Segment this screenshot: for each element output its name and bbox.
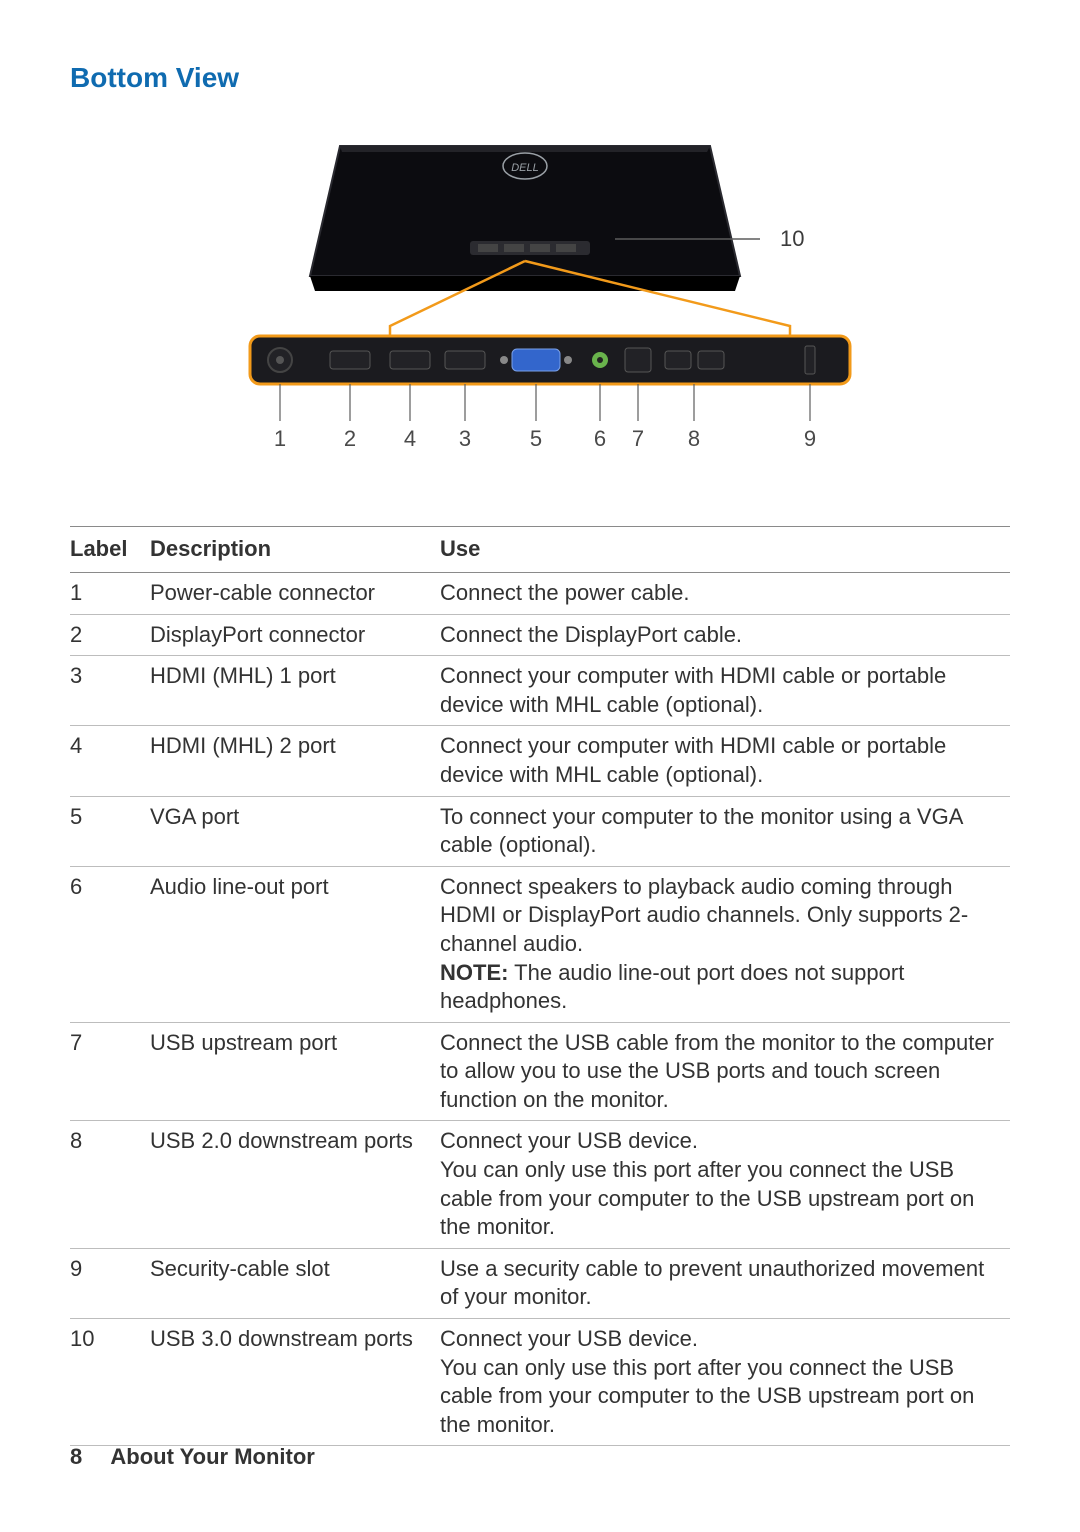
monitor-body: DELL 10 (310, 146, 804, 340)
cell-use: Use a security cable to prevent unauthor… (440, 1248, 1010, 1318)
chapter-title: About Your Monitor (110, 1444, 314, 1469)
cell-description: HDMI (MHL) 2 port (150, 726, 440, 796)
pointer-lines (280, 384, 810, 421)
cell-description: USB 3.0 downstream ports (150, 1319, 440, 1446)
bottom-view-figure: DELL 10 (70, 126, 1010, 476)
logo-text: DELL (511, 162, 539, 174)
cell-label: 1 (70, 572, 150, 614)
cell-use: Connect speakers to playback audio comin… (440, 866, 1010, 1022)
cell-use: Connect your USB device.You can only use… (440, 1319, 1010, 1446)
cell-use: Connect your computer with HDMI cable or… (440, 656, 1010, 726)
cell-use: Connect your USB device.You can only use… (440, 1121, 1010, 1248)
table-row: 3HDMI (MHL) 1 portConnect your computer … (70, 656, 1010, 726)
cell-use: Connect the USB cable from the monitor t… (440, 1022, 1010, 1121)
svg-text:5: 5 (530, 426, 542, 451)
svg-text:8: 8 (688, 426, 700, 451)
cell-use: Connect the DisplayPort cable. (440, 614, 1010, 656)
svg-text:7: 7 (632, 426, 644, 451)
cell-description: Security-cable slot (150, 1248, 440, 1318)
cell-description: VGA port (150, 796, 440, 866)
cell-label: 5 (70, 796, 150, 866)
table-row: 7USB upstream portConnect the USB cable … (70, 1022, 1010, 1121)
cell-use: To connect your computer to the monitor … (440, 796, 1010, 866)
cell-label: 7 (70, 1022, 150, 1121)
svg-text:1: 1 (274, 426, 286, 451)
svg-text:9: 9 (804, 426, 816, 451)
table-row: 4HDMI (MHL) 2 portConnect your computer … (70, 726, 1010, 796)
cell-description: USB 2.0 downstream ports (150, 1121, 440, 1248)
ports-table: Label Description Use 1Power-cable conne… (70, 526, 1010, 1446)
cell-label: 9 (70, 1248, 150, 1318)
table-row: 5VGA portTo connect your computer to the… (70, 796, 1010, 866)
page-footer: 8 About Your Monitor (70, 1443, 315, 1472)
cell-description: DisplayPort connector (150, 614, 440, 656)
cell-label: 10 (70, 1319, 150, 1446)
cell-label: 2 (70, 614, 150, 656)
table-row: 9Security-cable slotUse a security cable… (70, 1248, 1010, 1318)
bottom-labels: 1 2 4 3 5 6 7 8 9 (274, 426, 816, 451)
cell-use: Connect the power cable. (440, 572, 1010, 614)
table-row: 6Audio line-out portConnect speakers to … (70, 866, 1010, 1022)
cell-label: 3 (70, 656, 150, 726)
section-title: Bottom View (70, 60, 1010, 96)
cell-use: Connect your computer with HDMI cable or… (440, 726, 1010, 796)
cell-label: 4 (70, 726, 150, 796)
callout-10: 10 (780, 226, 804, 251)
table-row: 8USB 2.0 downstream portsConnect your US… (70, 1121, 1010, 1248)
table-row: 10USB 3.0 downstream portsConnect your U… (70, 1319, 1010, 1446)
monitor-diagram: DELL 10 (220, 126, 860, 476)
svg-text:6: 6 (594, 426, 606, 451)
table-row: 1Power-cable connectorConnect the power … (70, 572, 1010, 614)
cell-description: HDMI (MHL) 1 port (150, 656, 440, 726)
th-use: Use (440, 527, 1010, 573)
cell-label: 8 (70, 1121, 150, 1248)
cell-description: USB upstream port (150, 1022, 440, 1121)
table-row: 2DisplayPort connectorConnect the Displa… (70, 614, 1010, 656)
svg-text:2: 2 (344, 426, 356, 451)
th-label: Label (70, 527, 150, 573)
th-description: Description (150, 527, 440, 573)
page-number: 8 (70, 1444, 82, 1469)
svg-text:3: 3 (459, 426, 471, 451)
cell-label: 6 (70, 866, 150, 1022)
cell-description: Power-cable connector (150, 572, 440, 614)
svg-text:4: 4 (404, 426, 416, 451)
cell-description: Audio line-out port (150, 866, 440, 1022)
note-label: NOTE: (440, 960, 508, 985)
port-panel (250, 336, 850, 384)
